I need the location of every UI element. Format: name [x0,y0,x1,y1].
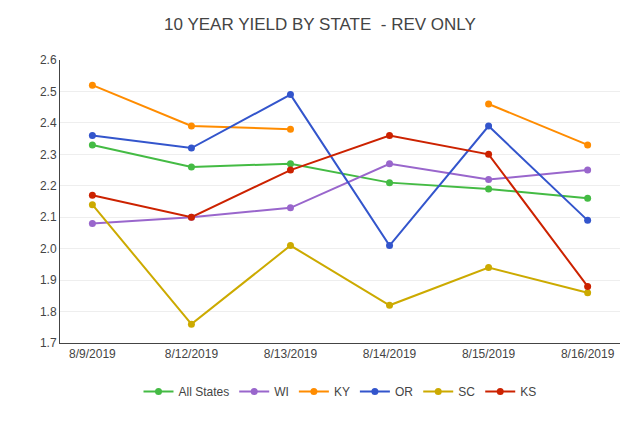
svg-text:1.7: 1.7 [40,336,57,350]
svg-text:8/12/2019: 8/12/2019 [165,347,219,361]
svg-text:OR: OR [395,385,413,399]
svg-text:2.1: 2.1 [40,210,57,224]
svg-text:1.8: 1.8 [40,305,57,319]
svg-text:8/15/2019: 8/15/2019 [462,347,516,361]
svg-text:SC: SC [458,385,475,399]
svg-text:2.5: 2.5 [40,85,57,99]
svg-text:KY: KY [334,385,350,399]
svg-text:8/14/2019: 8/14/2019 [363,347,417,361]
svg-text:2.3: 2.3 [40,148,57,162]
svg-text:2.2: 2.2 [40,179,57,193]
svg-text:2.4: 2.4 [40,116,57,130]
svg-text:KS: KS [520,385,536,399]
svg-text:All States: All States [179,385,230,399]
svg-text:2.0: 2.0 [40,242,57,256]
svg-text:8/13/2019: 8/13/2019 [264,347,318,361]
svg-text:8/9/2019: 8/9/2019 [69,347,116,361]
svg-text:2.6: 2.6 [40,53,57,67]
svg-text:8/16/2019: 8/16/2019 [561,347,615,361]
svg-text:10 YEAR YIELD BY STATE - REV: 10 YEAR YIELD BY STATE - REV ONLY [164,15,476,34]
svg-text:1.9: 1.9 [40,273,57,287]
svg-text:WI: WI [274,385,289,399]
